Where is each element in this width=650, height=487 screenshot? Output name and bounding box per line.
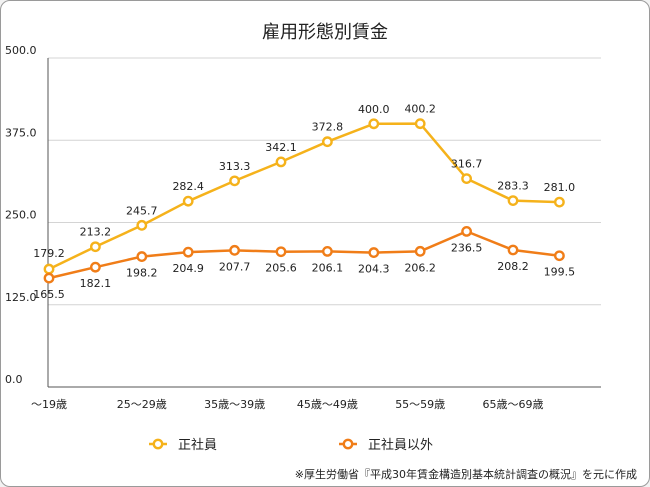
data-label: 165.5	[33, 288, 65, 301]
data-label: 282.4	[172, 180, 204, 193]
legend-marker	[342, 438, 354, 450]
data-label: 283.3	[497, 180, 529, 193]
data-label: 400.2	[404, 103, 436, 116]
legend-marker	[152, 438, 164, 450]
data-point	[414, 245, 426, 257]
data-point	[275, 246, 287, 258]
data-label: 372.8	[312, 121, 344, 134]
data-point	[368, 118, 380, 130]
y-tick-label: 0.0	[5, 373, 23, 386]
x-tick-label: 35歳〜39歳	[204, 398, 265, 411]
y-tick-label: 250.0	[5, 209, 37, 222]
legend: 正社員 正社員以外	[149, 437, 433, 453]
data-point	[321, 136, 333, 148]
data-label: 316.7	[451, 158, 483, 171]
x-tick-label: 25〜29歳	[117, 398, 167, 411]
series-line	[48, 122, 560, 271]
data-point	[229, 175, 241, 187]
data-label: 208.2	[497, 260, 529, 273]
data-point	[507, 244, 519, 256]
source-note: ※厚生労働省『平成30年賃金構造別基本統計調査の概況』を元に作成	[295, 467, 637, 481]
data-point	[461, 225, 472, 237]
data-label: 313.3	[219, 160, 251, 173]
data-point	[229, 244, 241, 256]
data-point	[368, 247, 380, 258]
data-label: 205.6	[265, 262, 297, 275]
data-point	[554, 250, 565, 262]
grid	[48, 57, 601, 388]
x-tick-label: 65歳〜69歳	[483, 398, 544, 411]
data-label: 281.0	[544, 181, 576, 194]
legend-entry: 正社員	[178, 437, 217, 453]
x-tick-label: 〜19歳	[31, 398, 67, 411]
data-point	[507, 195, 519, 206]
data-label: 204.3	[358, 263, 390, 276]
y-tick-label: 375.0	[5, 126, 37, 139]
data-label: 182.1	[80, 277, 112, 290]
data-label: 204.9	[172, 262, 204, 275]
data-point	[182, 195, 194, 207]
data-label: 236.5	[451, 241, 483, 254]
series-line	[48, 230, 560, 280]
data-point	[90, 241, 101, 253]
x-tick-label: 55〜59歳	[395, 398, 445, 411]
chart-title: 雇用形態別賃金	[262, 22, 388, 43]
data-point	[182, 246, 194, 258]
data-label: 198.2	[126, 267, 158, 280]
data-point	[275, 156, 287, 168]
data-point	[43, 263, 55, 275]
data-label: 179.2	[33, 247, 65, 260]
legend-entry: 正社員以外	[368, 437, 433, 453]
data-labels: 179.2 213.2 245.7 282.4 313.3 342.1 372.8 400.0…	[33, 103, 575, 301]
x-tick-label: 45歳〜49歳	[297, 398, 358, 411]
data-label: 213.2	[80, 226, 112, 239]
y-axis: 0.0 125.0 250.0 375.0 500.0	[5, 44, 49, 387]
data-point	[90, 261, 101, 273]
x-axis: 〜19歳 25〜29歳 35歳〜39歳 45歳〜49歳 55〜59歳 65歳〜69歳	[31, 398, 544, 411]
y-tick-label: 125.0	[5, 291, 37, 304]
data-label: 206.2	[404, 261, 436, 274]
data-label: 400.0	[358, 103, 390, 116]
data-point	[414, 118, 426, 130]
data-point	[43, 272, 55, 284]
data-point	[136, 251, 148, 262]
data-point	[136, 219, 148, 231]
data-label: 199.5	[544, 266, 576, 279]
data-label: 342.1	[265, 141, 297, 154]
data-point	[554, 196, 565, 208]
data-label: 206.1	[312, 261, 344, 274]
y-tick-label: 500.0	[5, 44, 37, 57]
series-group	[43, 118, 565, 284]
data-label: 207.7	[219, 260, 251, 273]
data-point	[321, 245, 333, 257]
data-point	[461, 173, 472, 185]
data-label: 245.7	[126, 204, 158, 217]
